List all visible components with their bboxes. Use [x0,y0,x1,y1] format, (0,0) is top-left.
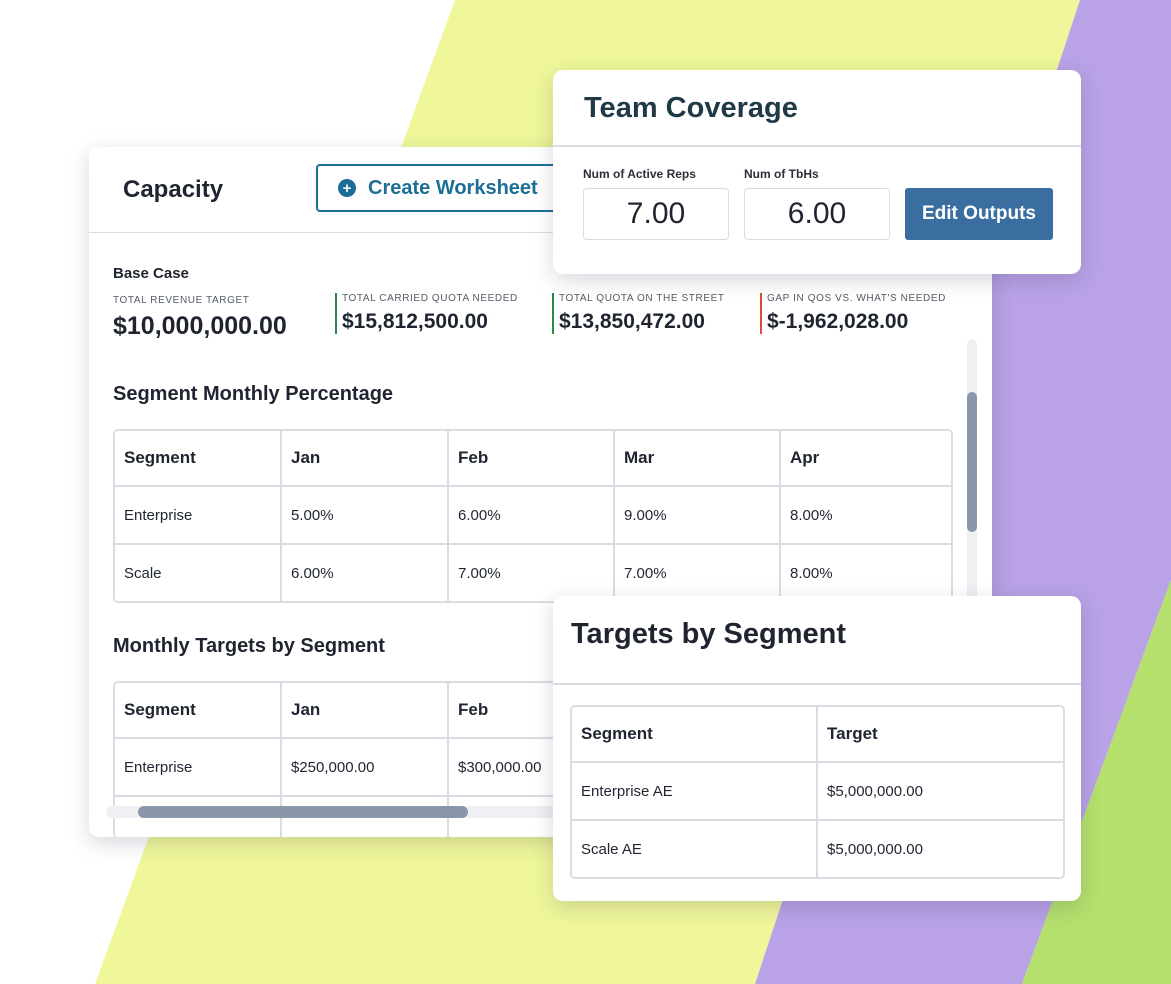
table-row: Enterprise 5.00% 6.00% 9.00% 8.00% [115,487,951,545]
edit-outputs-button[interactable]: Edit Outputs [905,188,1053,240]
table-header-row: Segment Jan Feb Mar Apr [115,431,951,487]
table-cell: $5,000,000.00 [818,763,1063,821]
column-header: Segment [572,707,818,763]
table-row: Scale 6.00% 7.00% 7.00% 8.00% [115,545,951,601]
table-cell: 8.00% [790,564,833,582]
table-cell: 6.00% [282,545,449,601]
column-header: Segment [115,683,282,739]
active-reps-field[interactable]: 7.00 [583,188,729,240]
team-coverage-card: Team Coverage Num of Active Reps 7.00 Nu… [553,70,1081,274]
base-case-label: Base Case [113,265,189,282]
column-header: Jan [282,431,449,487]
metric-value: $13,850,472.00 [559,310,705,333]
monthly-targets-title: Monthly Targets by Segment [113,635,385,657]
table-cell: 9.00% [615,487,781,545]
metric-label: GAP IN QOS VS. WHAT'S NEEDED [767,293,946,304]
team-coverage-title: Team Coverage [584,92,798,124]
table-cell: Scale [115,545,282,601]
table-row: Scale AE $5,000,000.00 [572,821,1063,877]
tbh-label: Num of TbHs [744,167,819,181]
table-cell: $5,000,000.00 [827,840,923,858]
targets-by-segment-header: Targets by Segment [553,596,1081,685]
metric-value: $10,000,000.00 [113,312,287,340]
capacity-title: Capacity [123,176,224,203]
active-reps-label: Num of Active Reps [583,167,696,181]
metric-total-revenue-target: TOTAL REVENUE TARGET $10,000,000.00 [113,295,287,341]
capacity-header: Capacity + Create Worksheet [89,147,992,233]
metric-total-quota-on-street: TOTAL QUOTA ON THE STREET $13,850,472.00 [552,293,725,334]
table-cell: 8.00% [781,487,951,545]
table-row: Enterprise AE $5,000,000.00 [572,763,1063,821]
metric-label: TOTAL REVENUE TARGET [113,295,250,306]
metric-value: $15,812,500.00 [342,310,488,333]
table-cell: Enterprise AE [572,763,818,821]
column-header: Target [818,707,1063,763]
plus-circle-icon: + [338,179,356,197]
targets-by-segment-title: Targets by Segment [571,618,847,650]
table-cell: $250,000.00 [282,739,449,797]
table-cell: Scale AE [572,821,818,877]
metric-label: TOTAL QUOTA ON THE STREET [559,293,725,304]
metric-total-carried-quota: TOTAL CARRIED QUOTA NEEDED $15,812,500.0… [335,293,518,334]
column-header: Apr [781,431,951,487]
metric-value: $-1,962,028.00 [767,310,909,333]
table-cell: Enterprise [115,487,282,545]
vertical-scrollbar-track[interactable] [967,339,977,809]
column-header: Feb [449,431,615,487]
targets-by-segment-card: Targets by Segment Segment Target Enterp… [553,596,1081,901]
targets-by-segment-table: Segment Target Enterprise AE $5,000,000.… [570,705,1065,879]
horizontal-scrollbar-thumb[interactable] [138,806,468,818]
vertical-scrollbar-thumb[interactable] [967,392,977,532]
table-cell: 7.00% [615,545,781,601]
table-cell: 6.00% [449,487,615,545]
metric-label: TOTAL CARRIED QUOTA NEEDED [342,293,518,304]
team-coverage-header: Team Coverage [553,70,1081,147]
column-header: Mar [615,431,781,487]
tbh-field[interactable]: 6.00 [744,188,890,240]
table-cell: 5.00% [282,487,449,545]
column-header: Segment [115,431,282,487]
create-worksheet-button[interactable]: + Create Worksheet [316,164,566,212]
segment-monthly-percentage-title: Segment Monthly Percentage [113,383,394,405]
table-cell: Enterprise [115,739,282,797]
segment-monthly-percentage-table: Segment Jan Feb Mar Apr Enterprise 5.00%… [113,429,953,603]
metric-gap-in-qos: GAP IN QOS VS. WHAT'S NEEDED $-1,962,028… [760,293,946,334]
table-header-row: Segment Target [572,707,1063,763]
table-cell: 7.00% [449,545,615,601]
create-worksheet-label: Create Worksheet [368,176,538,199]
column-header: Jan [282,683,449,739]
